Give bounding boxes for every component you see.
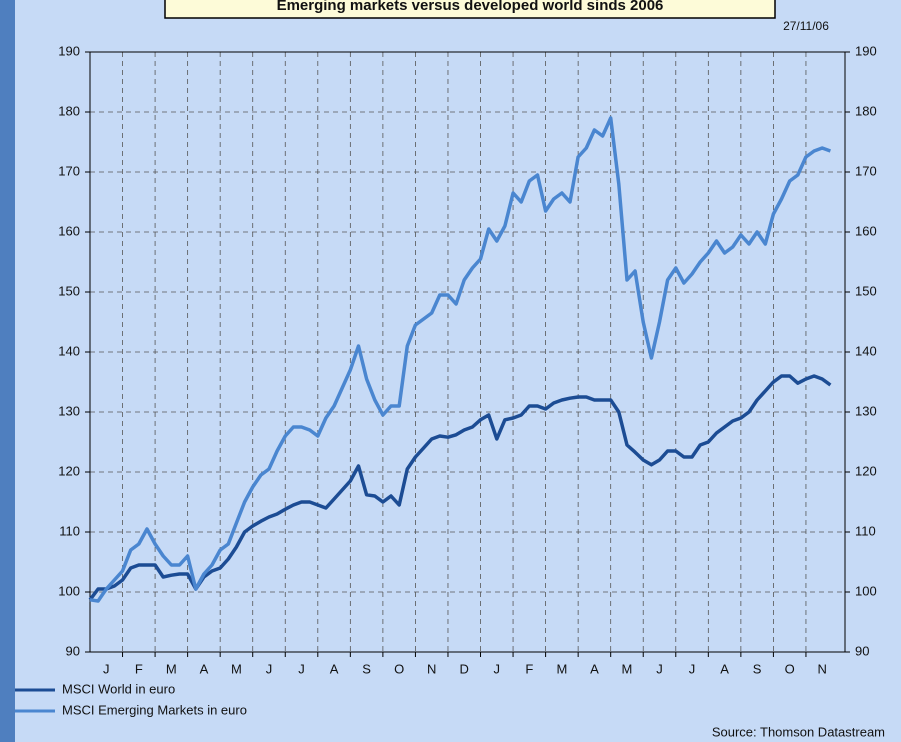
x-tick-label: A (200, 661, 209, 676)
panel (15, 0, 901, 742)
y2-tick-label: 100 (855, 583, 877, 598)
y-tick-label: 130 (58, 403, 80, 418)
plot-area: 90 90 100 100 110 110 120 120 130 130 140 140 150 150… (58, 43, 876, 676)
x-tick-label: J (494, 661, 501, 676)
y2-tick-label: 140 (855, 343, 877, 358)
x-tick-label: O (394, 661, 404, 676)
legend-label: MSCI Emerging Markets in euro (62, 702, 247, 717)
y2-tick-label: 160 (855, 223, 877, 238)
x-tick-label: J (298, 661, 305, 676)
y-tick-label: 110 (59, 523, 80, 538)
x-tick-label: F (525, 661, 533, 676)
y2-tick-label: 170 (855, 163, 877, 178)
y-tick-label: 160 (58, 223, 80, 238)
x-tick-label: F (135, 661, 143, 676)
x-tick-label: J (266, 661, 273, 676)
series-line (89, 116, 832, 603)
x-tick-label: S (753, 661, 762, 676)
y2-tick-label: 180 (855, 103, 877, 118)
x-tick-label: J (656, 661, 663, 676)
series-line (88, 374, 832, 601)
y-tick-label: 190 (58, 43, 80, 58)
y-tick-label: 170 (58, 163, 80, 178)
y2-tick-label: 90 (855, 643, 869, 658)
x-tick-label: A (720, 661, 729, 676)
x-tick-label: A (590, 661, 599, 676)
chart-title: Emerging markets versus developed world … (277, 0, 664, 14)
y-tick-label: 150 (58, 283, 80, 298)
y-tick-label: 100 (58, 583, 80, 598)
x-tick-label: M (166, 661, 177, 676)
y-tick-label: 120 (58, 463, 80, 478)
x-tick-label: J (689, 661, 696, 676)
x-tick-label: D (460, 661, 469, 676)
x-tick-label: N (427, 661, 436, 676)
y2-tick-label: 110 (855, 523, 876, 538)
y-tick-label: 140 (58, 343, 80, 358)
x-tick-label: M (622, 661, 633, 676)
title-box (164, 0, 776, 19)
x-tick-label: J (103, 661, 110, 676)
y2-tick-label: 130 (855, 403, 877, 418)
y-tick-label: 180 (58, 103, 80, 118)
y2-tick-label: 120 (855, 463, 877, 478)
x-tick-label: O (785, 661, 795, 676)
x-tick-label: M (556, 661, 567, 676)
y2-tick-label: 150 (855, 283, 877, 298)
legend-label: MSCI World in euro (62, 681, 175, 696)
source-note: Source: Thomson Datastream (712, 724, 885, 739)
x-tick-label: S (362, 661, 371, 676)
date-label: 27/11/06 (783, 19, 829, 33)
x-tick-label: M (231, 661, 242, 676)
x-tick-label: N (818, 661, 827, 676)
x-tick-label: A (330, 661, 339, 676)
y-tick-label: 90 (66, 643, 80, 658)
y2-tick-label: 190 (855, 43, 877, 58)
